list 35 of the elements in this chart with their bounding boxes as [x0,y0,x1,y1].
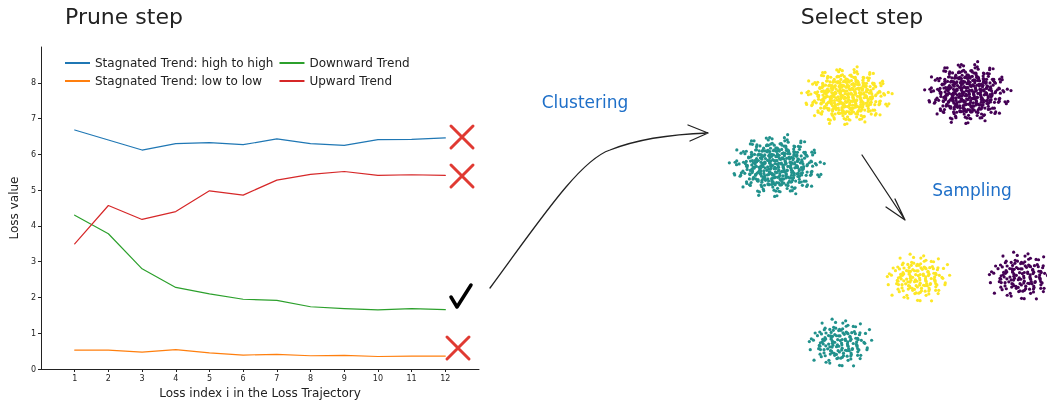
x-tick-label: 3 [139,373,145,383]
x-tick-label: 12 [440,373,451,383]
legend-label: Stagnated Trend: low to low [95,74,263,88]
y-tick-label: 8 [30,78,36,88]
line-series [74,170,446,245]
y-tick-label: 4 [30,221,36,231]
x-tick-label: 8 [307,373,314,383]
legend-label: Upward Trend [309,74,393,88]
x-tick-label: 5 [206,373,212,383]
y-tick-label: 0 [30,364,36,374]
x-tick-label: 9 [341,373,347,383]
y-tick-label: 2 [30,292,36,302]
x-tick-label: 10 [372,373,384,383]
legend-label: Downward Trend [309,56,410,70]
x-tick-label: 11 [406,373,417,383]
line-series [74,214,446,311]
y-tick-label: 5 [30,185,36,195]
x-tick-label: 7 [274,373,280,383]
text: Sampling [932,180,1012,200]
y-tick-label: 7 [30,114,36,124]
y-axis-title: Loss value [7,176,21,240]
line-series [74,349,446,358]
legend-label: Stagnated Trend: high to high [95,56,274,70]
x-tick-label: 4 [173,373,179,383]
text: Select step [800,4,924,29]
line-series [74,129,446,151]
x-tick-label: 6 [240,373,246,383]
x-tick-label: 2 [105,373,111,383]
text: Clustering [541,92,629,112]
y-tick-label: 6 [30,149,36,159]
chart-title: Prune step [65,3,183,29]
x-tick-label: 1 [72,373,78,383]
y-tick-label: 3 [30,257,36,267]
y-tick-label: 1 [30,328,36,338]
x-axis-title: Loss index i in the Loss Trajectory [159,386,361,400]
